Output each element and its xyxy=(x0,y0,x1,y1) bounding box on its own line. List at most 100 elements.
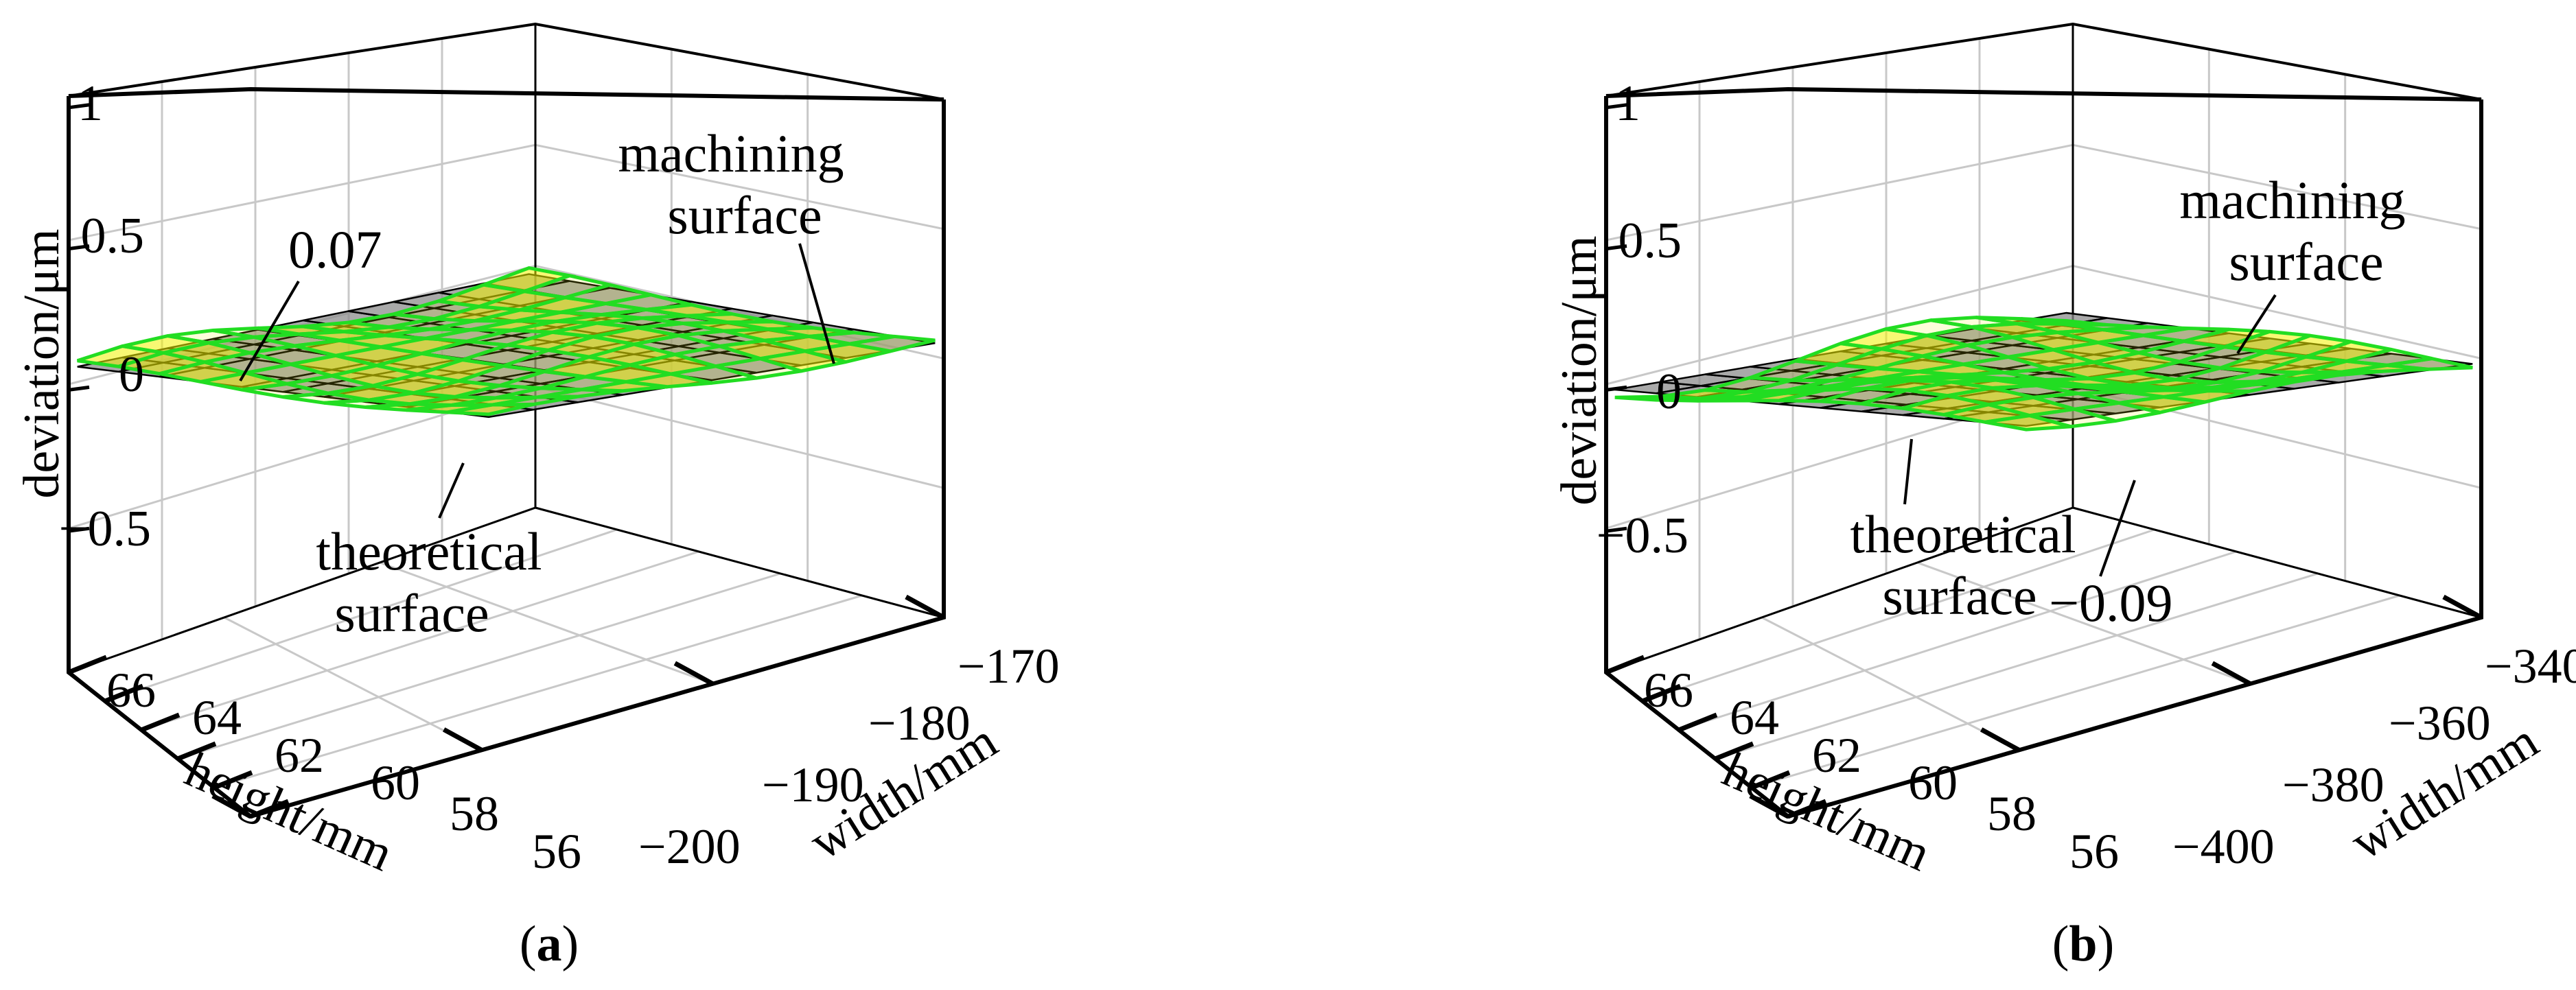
panel-a-floor-gridline xyxy=(379,561,713,685)
panel-b-width-tick-mark xyxy=(2211,661,2252,686)
panel-a-floor-gridline xyxy=(141,550,699,731)
panel-a-surfaces xyxy=(76,266,936,419)
panel-a-floor-gridline xyxy=(104,528,618,703)
panel-a-floor-right-edge xyxy=(535,506,944,619)
panel-b-width-tick-3: −380 xyxy=(2282,757,2384,812)
panel-b-extreme-label: −0.09 xyxy=(2049,573,2173,633)
panel-a-theoretical-label-line2: surface xyxy=(334,583,489,643)
panel-b-height-tick-mark xyxy=(1714,741,1754,762)
panel-b-z-tick-mark xyxy=(1605,526,1627,533)
panel-a-theoretical-label-line1: theoretical xyxy=(316,521,542,581)
panel-a-z-tick-mark xyxy=(68,526,90,533)
panel-b-floor-gridline xyxy=(1761,616,2020,751)
panel-b-width-tick-mark xyxy=(1749,793,1789,819)
panel-b-floor-gridline xyxy=(1642,528,2155,703)
panel-a-caption: (a) xyxy=(520,916,579,972)
panel-b-z-tick-mark xyxy=(1605,385,1627,392)
panel-a-height-tick-1: 66 xyxy=(106,663,156,718)
panel-a-height-tick-mark xyxy=(140,712,181,733)
panel-b-top-edge xyxy=(1605,22,2482,101)
panel-a-width-tick-1: −170 xyxy=(958,639,1060,694)
panel-a-extreme-leader xyxy=(239,280,300,382)
panel-b-height-tick-2: 64 xyxy=(1730,690,1779,745)
panel-b-front-top-edge xyxy=(1605,86,2482,102)
panel-b-floor-gridline xyxy=(1916,561,2251,685)
panel-a-z-label: deviation/μm xyxy=(14,228,70,498)
panel-a-height-tick-mark xyxy=(104,683,144,704)
panel-b-extreme-leader xyxy=(2099,480,2136,577)
panel-a-z-tick-mark xyxy=(68,244,90,251)
panel-a-z-tick-4: −0.5 xyxy=(59,501,151,557)
panel-b-z-label: deviation/μm xyxy=(1551,235,1608,505)
panel-b-height-tick-mark xyxy=(1787,799,1827,819)
panel-a-width-tick-4: −200 xyxy=(638,819,741,874)
panel-b-height-tick-mark xyxy=(1750,770,1791,790)
panel-b: 1 0.5 0 −0.5 deviation/μm 66 64 62 60 58… xyxy=(1551,22,2576,972)
panel-b-theoretical-label-line2: surface xyxy=(1882,566,2037,626)
panel-b-height-tick-mark xyxy=(1678,712,1718,733)
panel-a-floor-gridline xyxy=(223,616,483,751)
panel-b-floor-gridline xyxy=(1751,594,2400,789)
panel-b-floor-gridline xyxy=(1678,550,2237,731)
panel-b-width-tick-1: −340 xyxy=(2485,639,2576,694)
panel-a-wall-gridline xyxy=(68,23,944,101)
panel-a-top-edge xyxy=(68,22,944,101)
panel-b-machining-leader xyxy=(2236,294,2277,355)
panel-b-z-tick-mark xyxy=(1605,244,1627,251)
panel-b-z-tick-1: 1 xyxy=(1615,75,1640,132)
panel-a: 1 0.5 0 −0.5 deviation/μm 66 64 62 60 58… xyxy=(14,22,1060,972)
panel-b-height-tick-6: 56 xyxy=(2069,824,2119,879)
panel-a-extreme-label: 0.07 xyxy=(288,220,382,279)
panel-b-theoretical-label-line1: theoretical xyxy=(1850,504,2076,564)
panel-b-ticks xyxy=(1605,103,2483,819)
panel-a-floor-gridline xyxy=(213,594,863,789)
panel-a-machining-label-line2: surface xyxy=(667,185,822,245)
panel-b-machining-label-line2: surface xyxy=(2229,232,2383,292)
panel-a-height-tick-mark xyxy=(67,655,108,675)
panel-a-height-tick-4: 60 xyxy=(371,755,420,810)
panel-a-z-tick-1: 1 xyxy=(78,75,103,132)
panel-b-width-tick-4: −400 xyxy=(2172,819,2275,874)
panel-b-machining-surface-cell xyxy=(2387,357,2473,371)
panel-b-theoretical-leader xyxy=(1903,438,1913,505)
panel-a-z-tick-3: 0 xyxy=(119,346,144,403)
panel-a-width-tick-mark xyxy=(442,727,483,753)
panel-a-height-tick-6: 56 xyxy=(532,824,581,879)
panel-a-height-tick-3: 62 xyxy=(275,728,324,783)
panel-a-floor-gridline xyxy=(177,572,781,760)
panel-a-z-tick-2: 0.5 xyxy=(81,208,145,264)
panel-a-front-top-edge xyxy=(68,86,944,102)
panel-b-floor-gridline xyxy=(1715,572,2319,760)
panel-b-z-tick-mark xyxy=(1605,103,1627,110)
panel-a-width-tick-3: −190 xyxy=(762,757,864,812)
panel-b-machining-label-line1: machining xyxy=(2179,170,2405,230)
panel-a-machining-surface-cell xyxy=(849,334,936,353)
panel-b-z-tick-2: 0.5 xyxy=(1618,213,1682,269)
panel-a-z-tick-mark xyxy=(68,385,90,392)
panel-b-height-tick-mark xyxy=(1641,683,1682,704)
panel-a-width-tick-2: −180 xyxy=(868,696,971,751)
panel-a-z-tick-mark xyxy=(68,103,90,110)
panel-b-width-tick-mark xyxy=(1980,727,2021,753)
panel-b-height-tick-3: 62 xyxy=(1812,728,1861,783)
panel-b-caption: (b) xyxy=(2052,916,2114,972)
panel-a-ticks xyxy=(67,103,945,819)
panel-b-width-tick-2: −360 xyxy=(2389,696,2491,751)
panel-b-z-tick-3: 0 xyxy=(1656,364,1682,420)
panel-a-width-tick-mark xyxy=(673,661,715,686)
panel-a-width-tick-mark xyxy=(211,793,252,819)
panel-b-height-tick-mark xyxy=(1605,655,1645,675)
panel-b-height-tick-1: 66 xyxy=(1644,663,1693,718)
panel-a-machining-label-line1: machining xyxy=(618,123,844,183)
panel-b-width-tick-mark xyxy=(2442,594,2483,620)
panel-b-floor-right-edge xyxy=(2072,506,2482,619)
panel-a-height-tick-mark xyxy=(213,770,253,790)
panel-a-height-tick-mark xyxy=(176,741,217,762)
panel-b-surfaces xyxy=(1614,311,2473,432)
panel-a-floor-back-edge xyxy=(68,506,536,674)
panel-b-floor-back-edge xyxy=(1605,506,2074,674)
panel-a-machining-leader xyxy=(798,243,835,364)
panel-b-height-tick-4: 60 xyxy=(1908,755,1958,810)
panel-a-height-tick-5: 58 xyxy=(450,786,499,841)
